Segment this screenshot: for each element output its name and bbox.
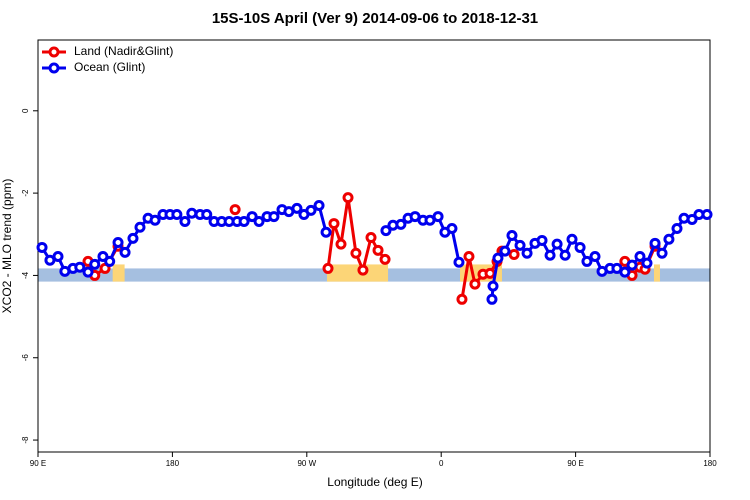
data-point (99, 262, 111, 274)
data-point (328, 218, 340, 230)
data-point (566, 233, 578, 245)
data-point (119, 246, 131, 258)
data-point (456, 293, 468, 305)
y-tick-label: -6 (21, 354, 30, 362)
data-point (521, 247, 533, 259)
data-point (634, 250, 646, 262)
data-point (486, 293, 498, 305)
data-point (492, 252, 504, 264)
x-tick-label: 0 (439, 459, 444, 468)
data-point (446, 223, 458, 235)
data-point (574, 241, 586, 253)
data-point (536, 234, 548, 246)
data-point (641, 257, 653, 269)
data-point (551, 238, 563, 250)
data-point (36, 241, 48, 253)
legend-label: Ocean (Glint) (74, 60, 145, 74)
data-point (671, 223, 683, 235)
data-point (686, 213, 698, 225)
data-point (89, 258, 101, 270)
data-point (379, 253, 391, 265)
data-point (581, 255, 593, 267)
data-point (663, 233, 675, 245)
y-tick-label: -8 (21, 436, 30, 444)
land-region (112, 264, 125, 282)
data-point (357, 264, 369, 276)
data-point (559, 249, 571, 261)
data-point (626, 259, 638, 271)
data-point (134, 221, 146, 233)
data-point (52, 250, 64, 262)
data-point (544, 249, 556, 261)
data-point (432, 211, 444, 223)
data-point (619, 266, 631, 278)
data-point (291, 202, 303, 214)
legend-marker (48, 46, 60, 58)
y-tick-label: 0 (21, 108, 30, 113)
data-point (253, 216, 265, 228)
x-tick-label: 180 (703, 459, 717, 468)
data-point (268, 211, 280, 223)
data-point (74, 261, 86, 273)
data-point (499, 245, 511, 257)
y-tick-label: -4 (21, 271, 30, 279)
data-point (322, 262, 334, 274)
data-point (82, 266, 94, 278)
data-point (342, 192, 354, 204)
data-point (484, 267, 496, 279)
data-point (701, 209, 713, 221)
x-tick-label: 180 (166, 459, 180, 468)
data-point (350, 247, 362, 259)
legend-label: Land (Nadir&Glint) (74, 44, 173, 58)
data-point (335, 238, 347, 250)
y-tick-label: -2 (21, 189, 30, 197)
y-axis-label: XCO2 - MLO trend (ppm) (0, 179, 14, 314)
data-point (238, 216, 250, 228)
data-point (149, 214, 161, 226)
legend-marker (48, 62, 60, 74)
data-point (112, 237, 124, 249)
data-point (487, 280, 499, 292)
data-point (313, 199, 325, 211)
data-point (179, 216, 191, 228)
x-tick-label: 90 W (297, 459, 316, 468)
data-point (514, 239, 526, 251)
data-point (508, 248, 520, 260)
data-point (589, 250, 601, 262)
land-region (326, 264, 389, 282)
x-tick-label: 90 E (567, 459, 583, 468)
data-point (395, 218, 407, 230)
data-point (463, 250, 475, 262)
data-point (97, 250, 109, 262)
data-point (649, 237, 661, 249)
data-point (246, 211, 258, 223)
chart-title: 15S-10S April (Ver 9) 2014-09-06 to 2018… (212, 10, 538, 27)
data-point (186, 207, 198, 219)
data-point (171, 209, 183, 221)
data-point (104, 255, 116, 267)
data-point (506, 230, 518, 242)
data-point (229, 204, 241, 216)
data-point (201, 209, 213, 221)
land-region (654, 264, 660, 282)
data-point (372, 244, 384, 256)
data-point (380, 225, 392, 237)
x-tick-label: 90 E (30, 459, 46, 468)
data-point (320, 226, 332, 238)
data-point (469, 278, 481, 290)
data-point (305, 204, 317, 216)
data-point (127, 232, 139, 244)
x-axis-label: Longitude (deg E) (327, 475, 422, 489)
data-point (365, 232, 377, 244)
data-point (656, 247, 668, 259)
data-point (453, 256, 465, 268)
